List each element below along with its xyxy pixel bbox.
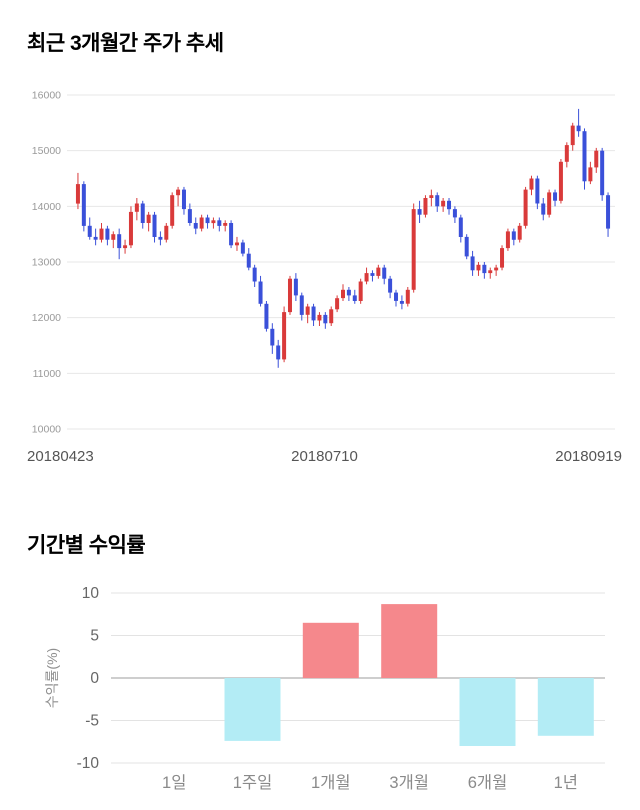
x-tick-middle: 20180710	[291, 448, 358, 465]
candlestick-svg: 16000 15000 14000 13000 12000 11000 10000	[32, 90, 615, 436]
returns-section: 기간별 수익률 10 5 0 -5 -10 수익률(%) 1일 1주일 1개월 3개월 6개월 1년	[0, 529, 640, 797]
svg-text:10: 10	[82, 585, 100, 602]
x-tick-end: 20180919	[555, 448, 622, 465]
svg-text:3개월: 3개월	[389, 773, 429, 792]
svg-text:1년: 1년	[554, 773, 578, 792]
svg-text:1일: 1일	[162, 773, 186, 792]
returns-title: 기간별 수익률	[27, 534, 146, 557]
svg-text:-10: -10	[77, 755, 100, 772]
svg-text:16000: 16000	[32, 90, 61, 102]
svg-text:1주일: 1주일	[233, 773, 273, 792]
svg-text:6개월: 6개월	[468, 773, 508, 792]
price-trend-title: 최근 3개월간 주가 추세	[27, 32, 224, 55]
svg-text:수익률(%): 수익률(%)	[44, 648, 60, 708]
svg-text:-5: -5	[85, 713, 99, 730]
svg-text:1개월: 1개월	[311, 773, 351, 792]
candlestick-x-axis: 20180423 20180710 20180919	[27, 448, 622, 465]
svg-text:15000: 15000	[32, 145, 61, 157]
svg-text:12000: 12000	[32, 312, 61, 324]
returns-bar-chart: 10 5 0 -5 -10 수익률(%) 1일 1주일 1개월 3개월 6개월 1년	[27, 577, 622, 797]
svg-text:11000: 11000	[33, 368, 62, 380]
returns-bar-svg: 10 5 0 -5 -10 수익률(%) 1일 1주일 1개월 3개월 6개월 1년	[44, 585, 605, 792]
svg-text:13000: 13000	[32, 257, 61, 269]
svg-text:0: 0	[90, 670, 99, 687]
svg-text:10000: 10000	[32, 424, 61, 436]
price-trend-section: 최근 3개월간 주가 추세 16000 15000 14000 13000 12000 1…	[27, 32, 622, 466]
svg-text:5: 5	[90, 628, 99, 645]
x-tick-start: 20180423	[27, 448, 94, 465]
candlestick-chart: 16000 15000 14000 13000 12000 11000 10000 2018…	[27, 83, 622, 466]
svg-text:14000: 14000	[32, 201, 61, 213]
